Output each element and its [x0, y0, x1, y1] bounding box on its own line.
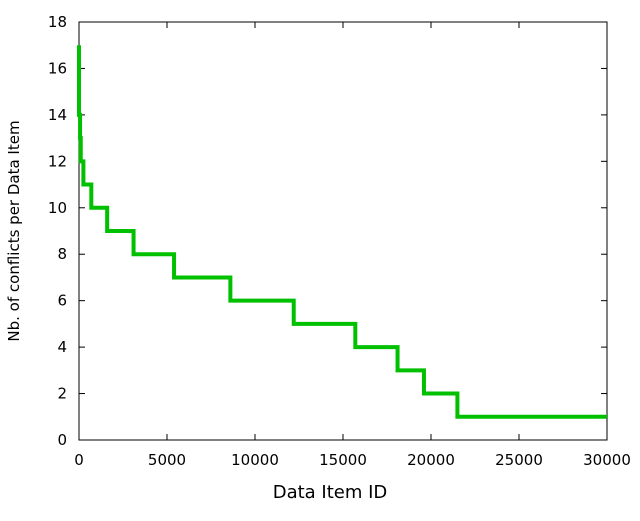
x-tick-label: 30000 — [583, 451, 631, 469]
y-tick-label: 2 — [57, 385, 67, 403]
y-tick-label: 18 — [48, 13, 67, 31]
x-tick-label: 0 — [74, 451, 84, 469]
y-tick-label: 10 — [48, 199, 67, 217]
x-tick-label: 10000 — [231, 451, 279, 469]
x-axis-label: Data Item ID — [273, 482, 388, 503]
y-tick-label: 16 — [48, 59, 67, 77]
plot-frame — [78, 21, 608, 441]
x-tick-label: 15000 — [319, 451, 367, 469]
y-tick-label: 12 — [48, 152, 67, 170]
y-tick-label: 4 — [57, 338, 67, 356]
y-tick-label: 14 — [48, 106, 67, 124]
series-layer — [77, 45, 607, 419]
y-axis-label: Nb. of conflicts per Data Item — [5, 120, 23, 341]
y-tick-label: 0 — [57, 431, 67, 449]
y-tick-label: 8 — [57, 245, 67, 263]
axis-ticks: 0 2 4 6 8 10 12 14 16 18 0 5000 10000 15000 20000 25000… — [48, 13, 631, 469]
y-tick-label: 6 — [57, 292, 67, 310]
x-tick-label: 25000 — [495, 451, 543, 469]
plot-border — [78, 21, 608, 441]
series-step-line — [77, 45, 607, 419]
x-tick-label: 5000 — [148, 451, 186, 469]
x-tick-label: 20000 — [407, 451, 455, 469]
